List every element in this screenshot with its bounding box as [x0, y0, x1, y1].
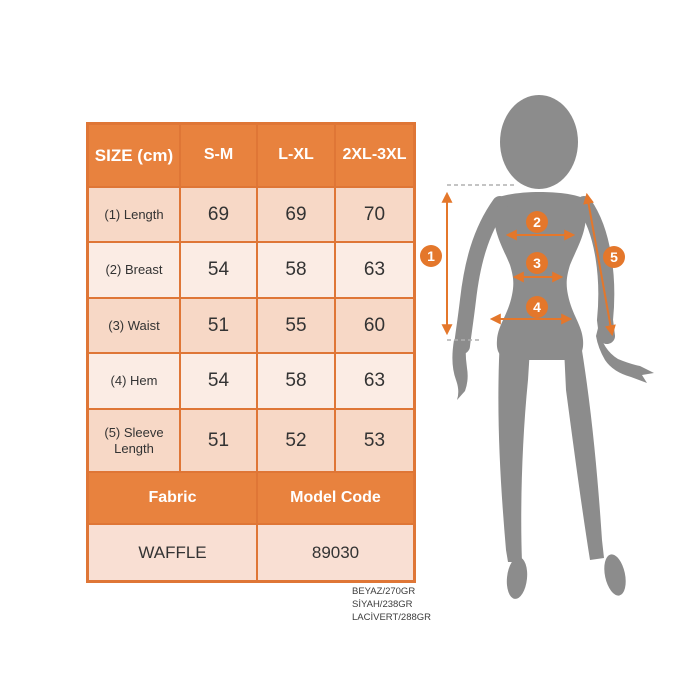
svg-text:5: 5 [610, 249, 618, 265]
sleeve-lxl: 52 [258, 410, 334, 471]
table-corner-header: SIZE (cm) [89, 125, 179, 186]
waist-sm: 51 [181, 299, 256, 352]
breast-lxl: 58 [258, 243, 334, 297]
weight-black: SİYAH/238GR [352, 599, 413, 610]
sleeve-sm: 51 [181, 410, 256, 471]
column-header-2xl3xl: 2XL-3XL [336, 125, 413, 186]
hem-lxl: 58 [258, 354, 334, 408]
svg-text:4: 4 [533, 299, 541, 315]
female-silhouette [452, 95, 654, 599]
svg-text:2: 2 [533, 214, 541, 230]
row-label-length: (1) Length [89, 188, 179, 241]
female-silhouette-diagram: 1 2 3 4 5 [420, 95, 654, 599]
fabric-weight-notes: BEYAZ/270GR SİYAH/238GR LACİVERT/288GR [352, 585, 431, 624]
size-chart-table: SIZE (cm) S-M L-XL 2XL-3XL (1) Length 69… [86, 122, 416, 583]
model-code-value: 89030 [258, 525, 413, 580]
fabric-header: Fabric [89, 473, 256, 523]
breast-2xl3xl: 63 [336, 243, 413, 297]
hem-2xl3xl: 63 [336, 354, 413, 408]
marker-2: 2 [526, 211, 548, 233]
marker-3: 3 [526, 252, 548, 274]
weight-navy: LACİVERT/288GR [352, 612, 432, 623]
waist-lxl: 55 [258, 299, 334, 352]
sleeve-arrow [583, 192, 616, 337]
length-sm: 69 [181, 188, 256, 241]
row-label-breast: (2) Breast [89, 243, 179, 297]
marker-1: 1 [420, 245, 442, 267]
column-header-sm: S-M [181, 125, 256, 186]
svg-text:3: 3 [533, 255, 541, 271]
sleeve-2xl3xl: 53 [336, 410, 413, 471]
model-code-header: Model Code [258, 473, 413, 523]
svg-text:1: 1 [427, 248, 435, 264]
row-label-hem: (4) Hem [89, 354, 179, 408]
marker-4: 4 [526, 296, 548, 318]
weight-white: BEYAZ/270GR [352, 586, 416, 597]
row-label-sleeve-length: (5) Sleeve Length [89, 410, 179, 471]
fabric-value: WAFFLE [89, 525, 256, 580]
length-lxl: 69 [258, 188, 334, 241]
measurement-figure: 1 2 3 4 5 [416, 80, 700, 640]
waist-2xl3xl: 60 [336, 299, 413, 352]
row-label-waist: (3) Waist [89, 299, 179, 352]
length-2xl3xl: 70 [336, 188, 413, 241]
marker-5: 5 [603, 246, 625, 268]
hem-sm: 54 [181, 354, 256, 408]
breast-sm: 54 [181, 243, 256, 297]
column-header-lxl: L-XL [258, 125, 334, 186]
